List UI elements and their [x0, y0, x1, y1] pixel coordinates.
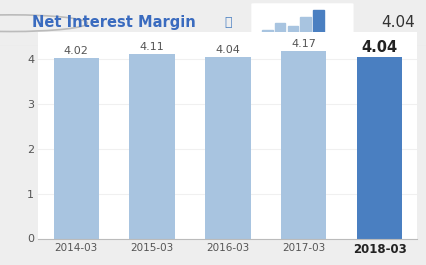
Text: 4.04: 4.04 [216, 45, 240, 55]
Text: ⓘ: ⓘ [224, 16, 232, 29]
Bar [288, 26, 298, 41]
Bar [262, 30, 273, 41]
Text: 4.04: 4.04 [382, 15, 415, 30]
Text: 4.17: 4.17 [291, 39, 316, 49]
Text: 4.02: 4.02 [64, 46, 89, 56]
Bar [275, 23, 285, 41]
Text: 4.11: 4.11 [140, 42, 164, 52]
Bar [54, 58, 99, 239]
Text: Net Interest Margin: Net Interest Margin [32, 15, 196, 30]
Bar [205, 57, 250, 238]
Bar [281, 51, 326, 239]
Bar [130, 54, 175, 238]
Bar [300, 17, 311, 41]
FancyBboxPatch shape [251, 3, 354, 43]
Text: 4.04: 4.04 [362, 40, 397, 55]
Bar [357, 57, 402, 238]
Bar [313, 10, 324, 41]
